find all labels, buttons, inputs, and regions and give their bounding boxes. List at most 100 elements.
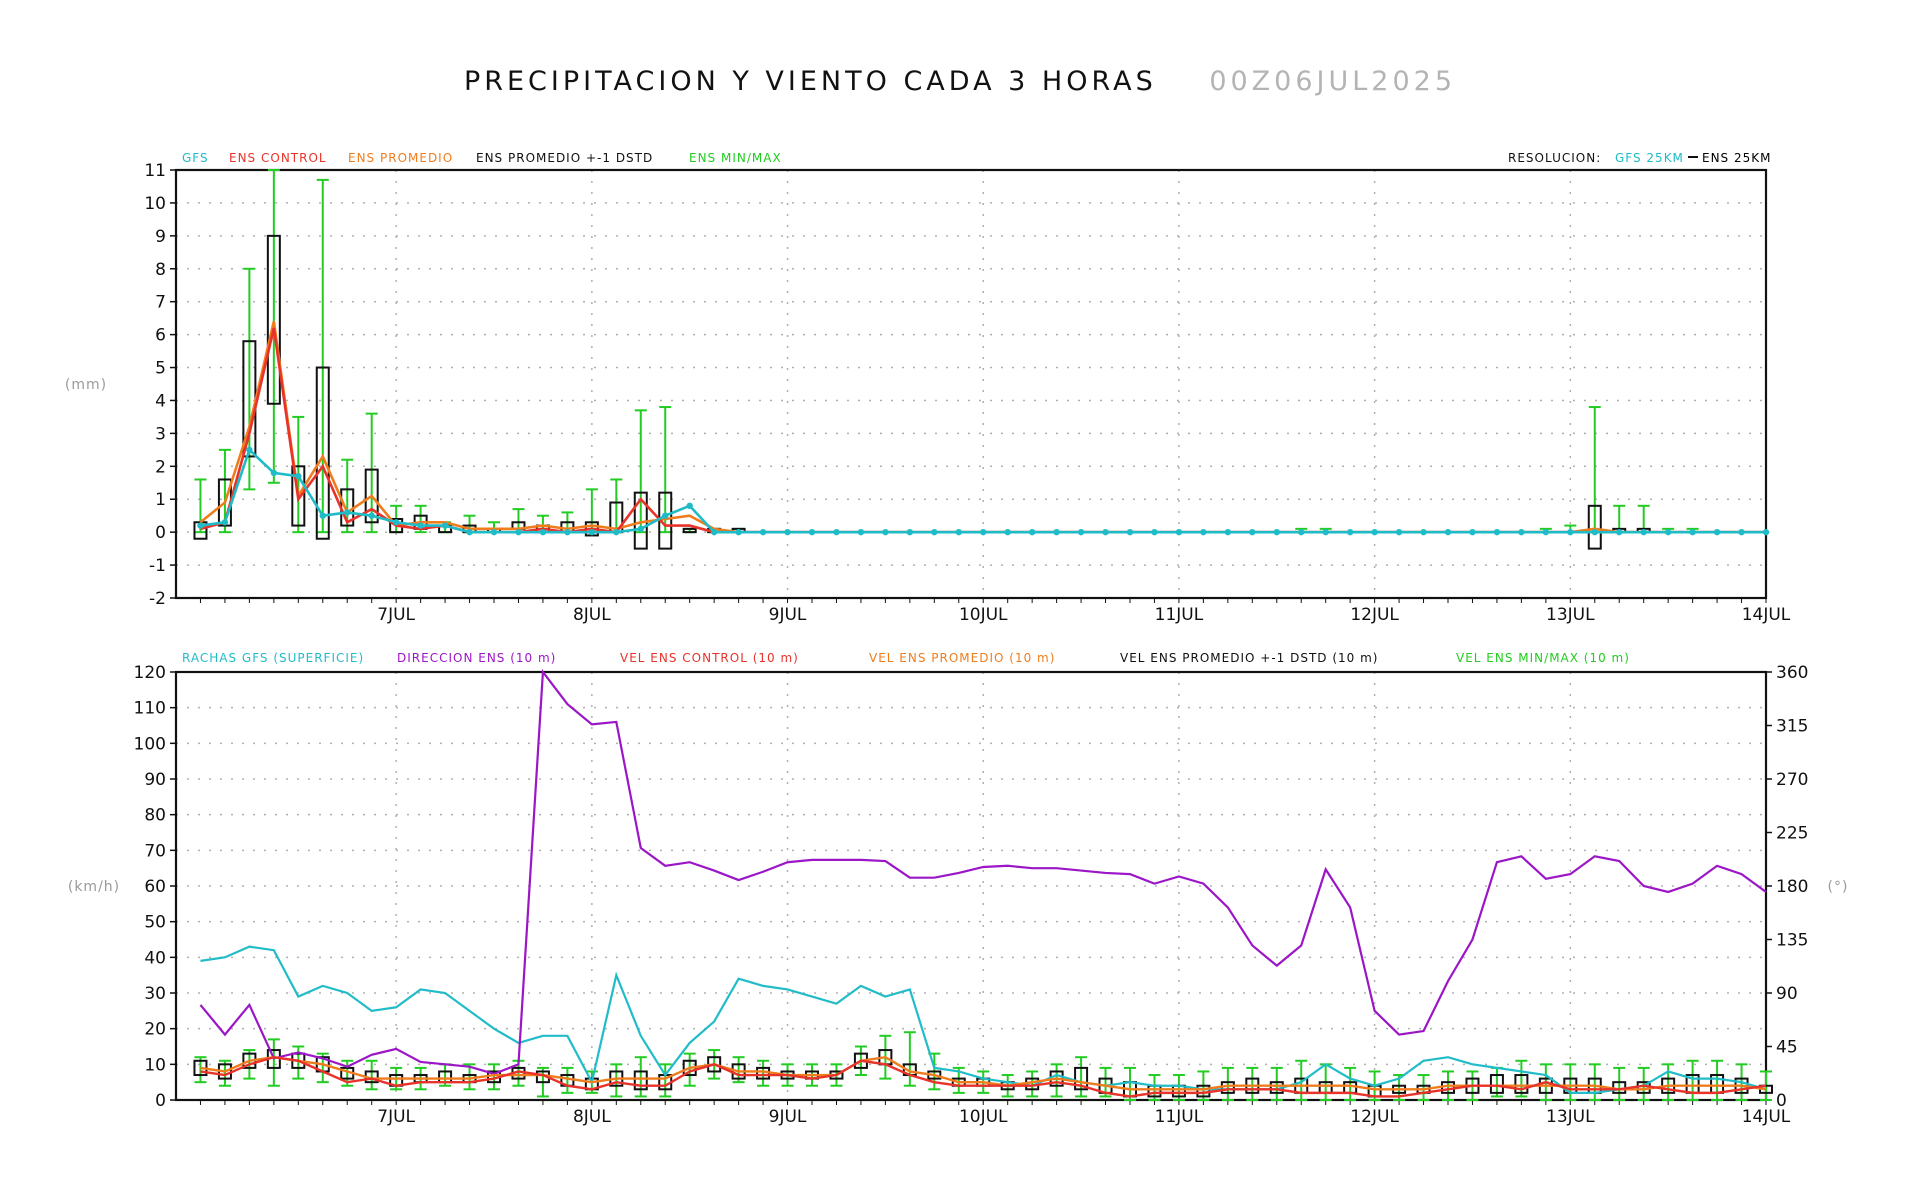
y-tick-label: 120 xyxy=(134,663,166,683)
std-box xyxy=(1489,1074,1504,1094)
series-line-direccion xyxy=(199,668,1767,1076)
gfs-point xyxy=(441,522,449,529)
gfs-point xyxy=(710,528,718,536)
x-tick-label: 8JUL xyxy=(573,605,611,625)
y-tick-label: 6 xyxy=(155,326,166,346)
y-right-tick-label: 180 xyxy=(1776,877,1808,897)
gfs-point xyxy=(319,512,326,519)
gfs-point xyxy=(906,528,914,536)
gfs-point xyxy=(613,528,620,536)
x-tick-label: 14JUL xyxy=(1742,1107,1791,1127)
legend-entry: VEL ENS PROMEDIO +-1 DSTD (10 m) xyxy=(1120,651,1379,665)
gfs-point xyxy=(1664,528,1672,536)
legend-entry: DIRECCION ENS (10 m) xyxy=(397,651,556,665)
y-tick-label: 3 xyxy=(155,424,166,444)
y-tick-label: 30 xyxy=(144,984,166,1004)
x-tick-label: 9JUL xyxy=(769,605,807,625)
y-tick-label: 5 xyxy=(155,359,166,379)
gfs-point xyxy=(368,512,375,519)
y-tick-label: 2 xyxy=(155,457,166,477)
std-box xyxy=(633,1070,648,1091)
gfs-point xyxy=(1444,528,1452,536)
y-tick-label: -1 xyxy=(149,556,166,576)
x-tick-label: 8JUL xyxy=(573,1107,611,1127)
y-right-axis-label: (°) xyxy=(1828,879,1849,895)
y-right-tick-label: 0 xyxy=(1776,1091,1787,1111)
gfs-point xyxy=(1591,528,1598,536)
gfs-point xyxy=(1542,528,1550,536)
legend-entry: RACHAS GFS (SUPERFICIE) xyxy=(182,651,364,665)
y-tick-label: 11 xyxy=(144,161,166,181)
gfs-point xyxy=(1493,528,1501,536)
page-title: PRECIPITACION Y VIENTO CADA 3 HORAS xyxy=(463,66,1157,97)
gfs-point xyxy=(1298,528,1305,536)
y-right-tick-label: 135 xyxy=(1776,931,1808,951)
y-tick-label: 50 xyxy=(144,913,166,933)
legend-entry: GFS xyxy=(182,151,209,165)
y-axis-label: (mm) xyxy=(65,377,107,393)
std-box xyxy=(291,465,306,527)
y-right-tick-label: 270 xyxy=(1776,770,1808,790)
gfs-point xyxy=(490,528,498,536)
x-tick-label: 7JUL xyxy=(377,1107,415,1127)
gfs-point xyxy=(1346,528,1354,536)
gfs-point xyxy=(1126,528,1134,536)
gfs-point xyxy=(637,525,644,533)
x-tick-label: 13JUL xyxy=(1546,605,1595,625)
y-tick-label: 100 xyxy=(134,734,166,754)
gfs-point xyxy=(270,469,278,477)
y-right-tick-label: 45 xyxy=(1776,1038,1798,1058)
y-tick-label: 70 xyxy=(144,841,166,861)
gfs-point xyxy=(759,528,767,536)
y-tick-label: 0 xyxy=(155,523,166,543)
gfs-point xyxy=(662,512,669,519)
plot-frame xyxy=(174,168,1768,600)
gfs-point xyxy=(344,509,351,516)
gfs-point xyxy=(1224,528,1232,536)
gfs-point xyxy=(1102,528,1109,536)
y-tick-label: 10 xyxy=(144,194,166,214)
y-right-tick-label: 225 xyxy=(1776,824,1808,844)
gfs-point xyxy=(1713,528,1721,536)
y-right-tick-label: 90 xyxy=(1776,984,1798,1004)
gfs-point xyxy=(1567,528,1574,536)
x-tick-label: 7JUL xyxy=(377,605,415,625)
gfs-point xyxy=(980,528,987,536)
series-line-0 xyxy=(200,447,1766,534)
gfs-point xyxy=(1273,528,1280,536)
gfs-point xyxy=(784,528,791,536)
title-block: PRECIPITACION Y VIENTO CADA 3 HORAS 00Z0… xyxy=(0,66,1920,97)
y-tick-label: 9 xyxy=(155,227,166,247)
gfs-point xyxy=(1469,528,1476,536)
gfs-point xyxy=(588,528,596,536)
gfs-point xyxy=(955,528,962,536)
gfs-point xyxy=(1371,528,1378,536)
gfs-point xyxy=(1322,528,1329,536)
gfs-point xyxy=(1689,528,1696,536)
gfs-point xyxy=(1200,528,1207,536)
series-line-rachas xyxy=(200,945,1767,1094)
x-tick-label: 12JUL xyxy=(1350,605,1399,625)
x-tick-label: 10JUL xyxy=(959,1107,1008,1127)
y-axis-label: (km/h) xyxy=(68,879,120,895)
y-tick-label: 80 xyxy=(144,806,166,826)
legend-entry: ENS PROMEDIO +-1 DSTD xyxy=(476,151,653,165)
gfs-point xyxy=(808,528,816,536)
y-tick-label: -2 xyxy=(149,589,166,609)
gfs-point xyxy=(295,472,302,480)
gfs-point xyxy=(735,528,742,536)
gfs-point xyxy=(686,502,693,510)
legend-entry: VEL ENS CONTROL (10 m) xyxy=(620,651,799,665)
std-box xyxy=(1514,1074,1529,1094)
x-tick-label: 14JUL xyxy=(1742,605,1791,625)
gfs-point xyxy=(1004,528,1011,536)
series-line-2 xyxy=(200,1055,1767,1098)
gfs-point xyxy=(882,528,889,536)
gfs-point xyxy=(1249,528,1256,536)
x-tick-label: 11JUL xyxy=(1155,605,1204,625)
gfs-point xyxy=(1762,528,1770,536)
std-box xyxy=(1587,504,1602,550)
gfs-point xyxy=(1640,528,1647,536)
std-box xyxy=(315,366,330,540)
